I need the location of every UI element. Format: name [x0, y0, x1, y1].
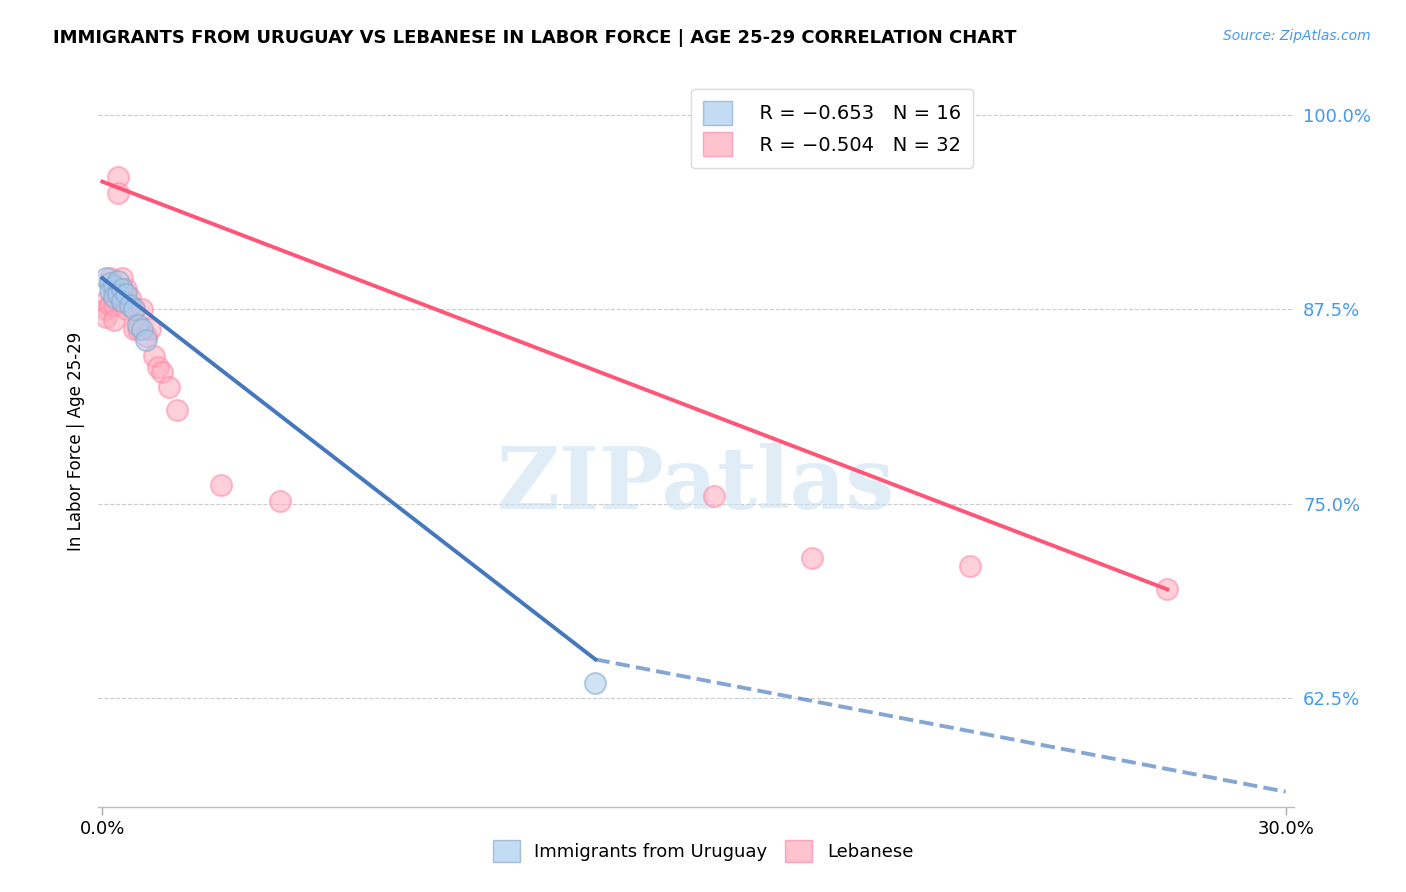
- Point: [107, 186, 129, 200]
- Point: [96, 302, 118, 317]
- Text: ZIPatlas: ZIPatlas: [496, 443, 896, 527]
- Point: [122, 302, 145, 317]
- Point: [111, 282, 134, 296]
- Point: [103, 297, 125, 311]
- Legend: Immigrants from Uruguay, Lebanese: Immigrants from Uruguay, Lebanese: [485, 833, 921, 870]
- Point: [111, 271, 134, 285]
- Point: [118, 297, 141, 311]
- Point: [98, 271, 121, 285]
- Legend:   R = −0.653   N = 16,   R = −0.504   N = 32: R = −0.653 N = 16, R = −0.504 N = 32: [690, 89, 973, 168]
- Point: [111, 294, 134, 309]
- Point: [103, 279, 125, 293]
- Point: [166, 403, 188, 417]
- Point: [98, 297, 121, 311]
- Point: [583, 675, 606, 690]
- Point: [103, 313, 125, 327]
- Point: [111, 294, 134, 309]
- Point: [135, 328, 157, 343]
- Point: [98, 276, 121, 290]
- Point: [107, 169, 129, 184]
- Point: [96, 294, 118, 309]
- Point: [122, 302, 145, 317]
- Point: [135, 334, 157, 348]
- Point: [131, 302, 153, 317]
- Point: [96, 310, 118, 324]
- Point: [118, 291, 141, 305]
- Point: [127, 318, 149, 332]
- Point: [138, 322, 160, 336]
- Point: [115, 302, 138, 317]
- Point: [122, 322, 145, 336]
- Point: [127, 322, 149, 336]
- Point: [801, 551, 824, 566]
- Point: [146, 359, 169, 374]
- Point: [269, 493, 291, 508]
- Point: [96, 271, 118, 285]
- Y-axis label: In Labor Force | Age 25-29: In Labor Force | Age 25-29: [66, 332, 84, 551]
- Point: [115, 282, 138, 296]
- Point: [1156, 582, 1178, 597]
- Point: [131, 322, 153, 336]
- Point: [98, 284, 121, 298]
- Point: [107, 274, 129, 288]
- Point: [142, 349, 165, 363]
- Text: Source: ZipAtlas.com: Source: ZipAtlas.com: [1223, 29, 1371, 43]
- Point: [157, 380, 180, 394]
- Text: IMMIGRANTS FROM URUGUAY VS LEBANESE IN LABOR FORCE | AGE 25-29 CORRELATION CHART: IMMIGRANTS FROM URUGUAY VS LEBANESE IN L…: [53, 29, 1017, 46]
- Point: [209, 478, 232, 492]
- Point: [103, 286, 125, 301]
- Point: [103, 290, 125, 304]
- Point: [150, 364, 173, 378]
- Point: [703, 489, 725, 503]
- Point: [115, 286, 138, 301]
- Point: [107, 286, 129, 301]
- Point: [959, 559, 981, 574]
